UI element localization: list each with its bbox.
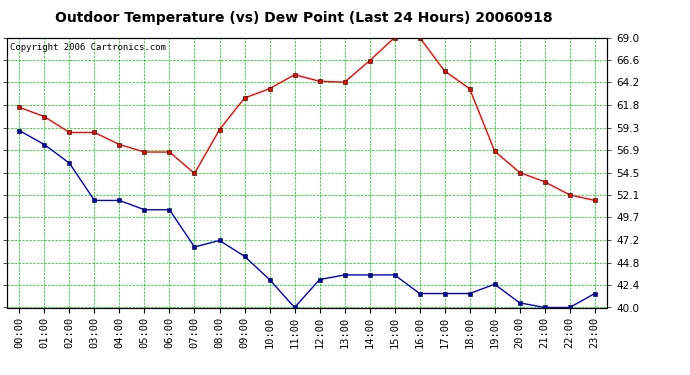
Text: Copyright 2006 Cartronics.com: Copyright 2006 Cartronics.com <box>10 43 166 52</box>
Text: Outdoor Temperature (vs) Dew Point (Last 24 Hours) 20060918: Outdoor Temperature (vs) Dew Point (Last… <box>55 11 553 25</box>
